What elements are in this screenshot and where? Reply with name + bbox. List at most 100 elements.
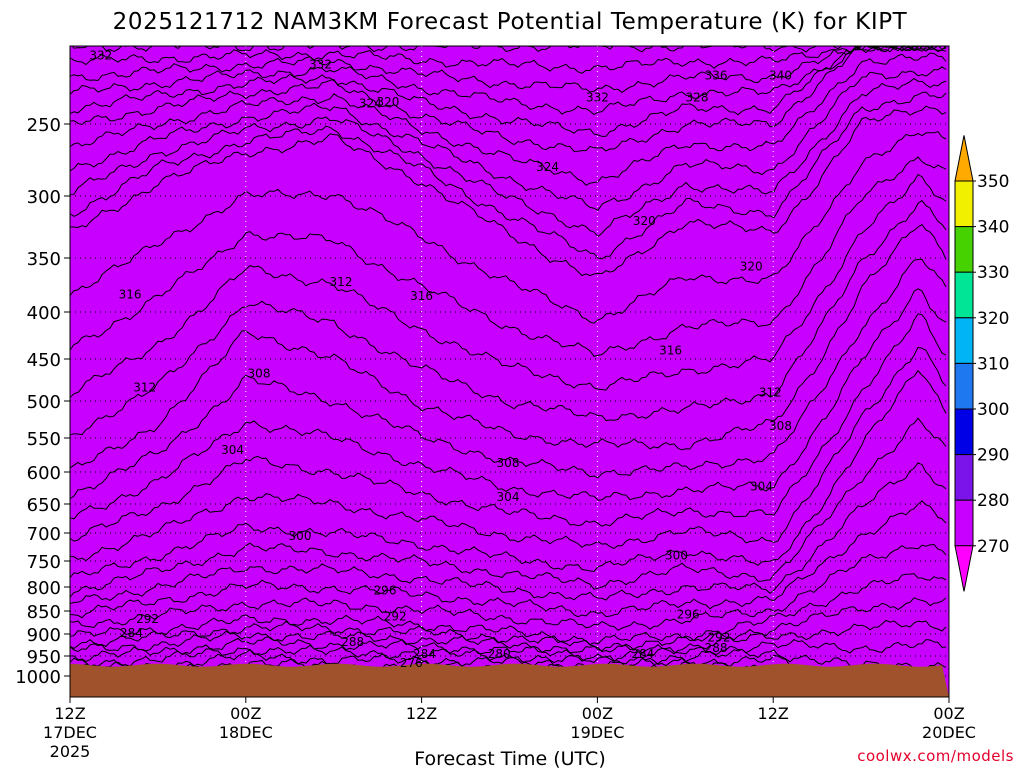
y-tick-label-650: 650 xyxy=(27,495,61,516)
contour-label-288: 288 xyxy=(341,635,364,649)
contour-label-284: 284 xyxy=(631,647,654,661)
isentrope-324K xyxy=(70,77,947,238)
isentrope-292K xyxy=(70,543,947,631)
isentrope-284K xyxy=(70,636,947,663)
contour-label-316: 316 xyxy=(410,289,433,303)
isentrope-328K xyxy=(70,52,947,186)
contour-label-288: 288 xyxy=(705,641,728,655)
isentrope-336K xyxy=(70,46,931,94)
theta-band-270-280 xyxy=(70,46,949,697)
colorbar-bin-290-300 xyxy=(954,408,974,456)
contour-label-276: 276 xyxy=(400,656,423,670)
isentrope-320K xyxy=(70,105,947,277)
contour-label-304: 304 xyxy=(497,490,520,504)
isentrope-300K xyxy=(70,369,947,578)
contour-label-316: 316 xyxy=(659,344,682,358)
colorbar-label-280: 280 xyxy=(977,491,1009,511)
contour-label-336: 336 xyxy=(705,69,728,83)
isentrope-296K xyxy=(70,462,947,605)
colorbar-bin-310-320 xyxy=(954,317,974,364)
contour-label-312: 312 xyxy=(759,386,782,400)
colorbar-bin-350-360 xyxy=(954,135,974,182)
contour-label-320: 320 xyxy=(376,95,399,109)
contour-label-308: 308 xyxy=(769,419,792,433)
x-tick-label-48-line1: 12Z xyxy=(758,704,789,723)
isentrope-338K xyxy=(70,46,947,74)
colorbar-label-310: 310 xyxy=(977,354,1009,374)
isentrope-282K xyxy=(70,644,947,672)
contour-label-280: 280 xyxy=(488,647,511,661)
isentrope-332K xyxy=(70,46,939,137)
colorbar-bin-280-290 xyxy=(954,454,974,501)
colorbar-bin-265-270 xyxy=(954,545,974,592)
colorbar-bin-320-330 xyxy=(954,271,974,319)
contour-label-300: 300 xyxy=(665,548,688,562)
x-tick-label-0-line2: 17DEC xyxy=(43,723,97,742)
contour-label-300: 300 xyxy=(289,529,312,543)
isentrope-340K xyxy=(71,46,947,53)
contour-label-324: 324 xyxy=(359,97,382,111)
source-credit: coolwx.com/models xyxy=(857,747,1014,765)
contour-label-332: 332 xyxy=(586,91,609,105)
colorbar-label-270: 270 xyxy=(977,537,1009,557)
y-tick-label-450: 450 xyxy=(27,350,61,371)
y-tick-label-900: 900 xyxy=(27,625,61,646)
contour-label-284: 284 xyxy=(413,647,436,661)
contour-label-296: 296 xyxy=(677,608,700,622)
contour-label-312: 312 xyxy=(330,275,353,289)
isentrope-308K xyxy=(70,258,947,500)
isentrope-298K xyxy=(70,417,947,598)
contour-label-312: 312 xyxy=(133,381,156,395)
isentrope-306K xyxy=(70,288,947,520)
colorbar-label-320: 320 xyxy=(977,309,1009,329)
x-tick-label-12-line1: 00Z xyxy=(230,704,261,723)
y-tick-label-350: 350 xyxy=(27,249,61,270)
y-tick-label-700: 700 xyxy=(27,524,61,545)
ground-below-surface xyxy=(70,663,949,697)
isentrope-294K xyxy=(70,500,947,619)
x-axis-label: Forecast Time (UTC) xyxy=(414,748,605,768)
isentrope-310K xyxy=(70,223,947,469)
colorbar-label-350: 350 xyxy=(977,172,1009,192)
isentrope-304K xyxy=(70,313,947,542)
isentrope-322K xyxy=(70,91,947,260)
contour-label-324: 324 xyxy=(536,160,559,174)
colorbar-bin-270-280 xyxy=(954,499,974,547)
plot-frame xyxy=(69,45,950,698)
contour-label-296: 296 xyxy=(374,583,397,597)
contour-label-292: 292 xyxy=(384,610,407,624)
y-tick-label-400: 400 xyxy=(27,303,61,324)
y-axis: 2503003504004505005506006507007508008509… xyxy=(15,115,70,688)
isentrope-290K xyxy=(70,573,947,646)
y-tick-label-550: 550 xyxy=(27,429,61,450)
x-tick-label-12-line2: 18DEC xyxy=(219,723,273,742)
y-tick-label-800: 800 xyxy=(27,578,61,599)
y-tick-label-250: 250 xyxy=(27,115,61,136)
contour-label-332: 332 xyxy=(309,58,332,72)
colorbar-label-340: 340 xyxy=(977,218,1009,238)
isentrope-330K xyxy=(70,46,947,152)
chart-title: 2025121712 NAM3KM Forecast Potential Tem… xyxy=(113,9,908,35)
x-tick-label-24-line1: 12Z xyxy=(406,704,437,723)
contour-label-328: 328 xyxy=(686,91,709,105)
isentrope-302K xyxy=(70,346,947,562)
y-tick-label-850: 850 xyxy=(27,602,61,623)
grid-lines xyxy=(70,46,949,697)
isentrope-334K xyxy=(70,46,943,116)
contour-label-320: 320 xyxy=(740,260,763,274)
y-tick-label-500: 500 xyxy=(27,392,61,413)
contour-label-308: 308 xyxy=(248,366,271,380)
isentrope-316K xyxy=(70,156,947,357)
colorbar-label-330: 330 xyxy=(977,263,1009,283)
isentrope-286K xyxy=(70,619,947,655)
contour-label-320: 320 xyxy=(633,214,656,228)
colorbar-label-290: 290 xyxy=(977,446,1009,466)
isentrope-326K xyxy=(70,66,947,211)
contour-label-332: 332 xyxy=(89,48,112,62)
y-tick-label-950: 950 xyxy=(27,647,61,668)
contour-label-304: 304 xyxy=(750,480,773,494)
x-tick-label-36-line1: 00Z xyxy=(582,704,613,723)
colorbar-label-300: 300 xyxy=(977,400,1009,420)
